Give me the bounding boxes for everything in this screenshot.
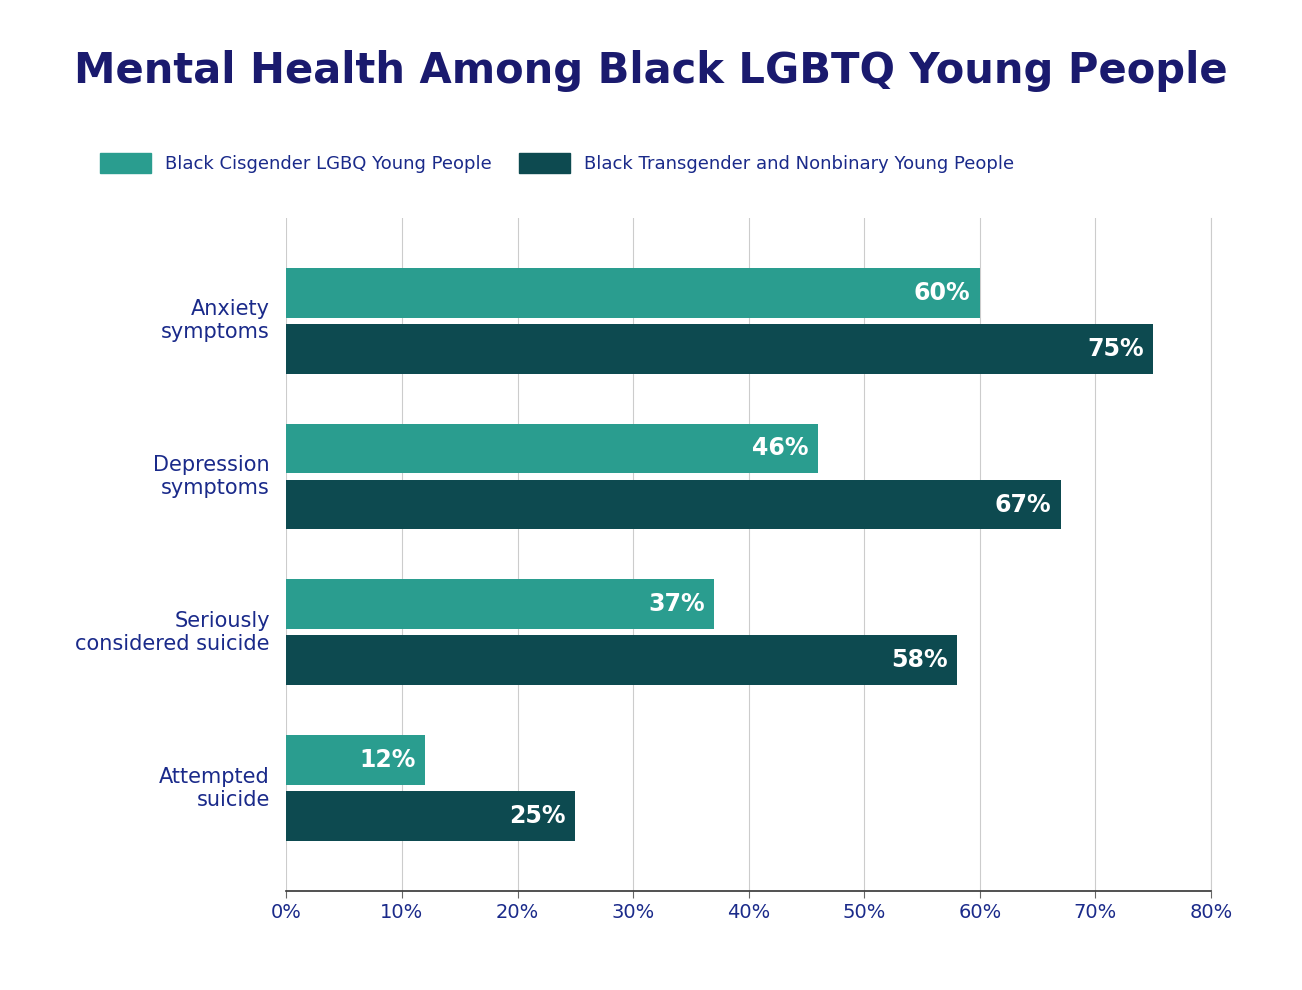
Text: 75%: 75% [1087, 337, 1144, 360]
Text: 25%: 25% [509, 804, 566, 829]
Bar [286, 579, 713, 630]
Text: Mental Health Among Black LGBTQ Young People: Mental Health Among Black LGBTQ Young Pe… [74, 50, 1228, 91]
Text: 58%: 58% [891, 648, 948, 672]
Legend: Black Cisgender LGBQ Young People, Black Transgender and Nonbinary Young People: Black Cisgender LGBQ Young People, Black… [100, 152, 1014, 173]
Bar [286, 736, 424, 785]
Text: 67%: 67% [995, 493, 1052, 517]
Bar [286, 324, 1154, 373]
Text: 12%: 12% [359, 748, 415, 772]
Text: 60%: 60% [914, 280, 970, 305]
Bar [286, 479, 1061, 530]
Bar [286, 636, 957, 685]
Text: 37%: 37% [648, 592, 704, 616]
Bar [286, 267, 979, 318]
Bar [286, 424, 818, 473]
Text: 46%: 46% [753, 437, 809, 460]
Bar [286, 791, 575, 841]
